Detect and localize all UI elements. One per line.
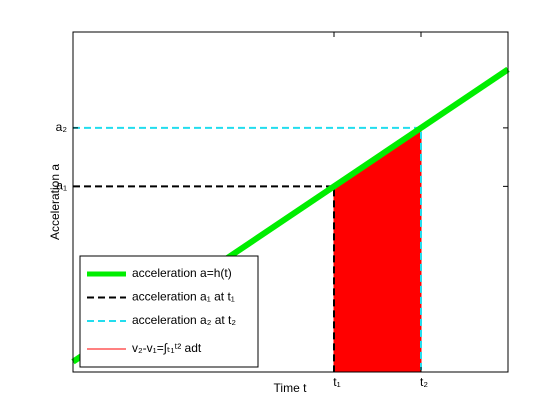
y-tick-label: a₁ [56, 179, 67, 193]
legend-label: v₂-v₁=∫ₜ₁ᵗ² adt [132, 341, 202, 355]
axes-box [72, 31, 509, 373]
y-axis-label: Acceleration a [48, 164, 62, 240]
x-tick-label: t₁ [333, 375, 340, 389]
legend-label: acceleration a=h(t) [132, 266, 232, 280]
x-axis-label: Time t [274, 381, 308, 395]
legend-label: acceleration a₁ at t₁ [132, 290, 235, 304]
x-tick-label: t₂ [420, 375, 428, 389]
y-tick-label: a₂ [56, 120, 68, 134]
legend-label: acceleration a₂ at t₂ [132, 313, 236, 327]
